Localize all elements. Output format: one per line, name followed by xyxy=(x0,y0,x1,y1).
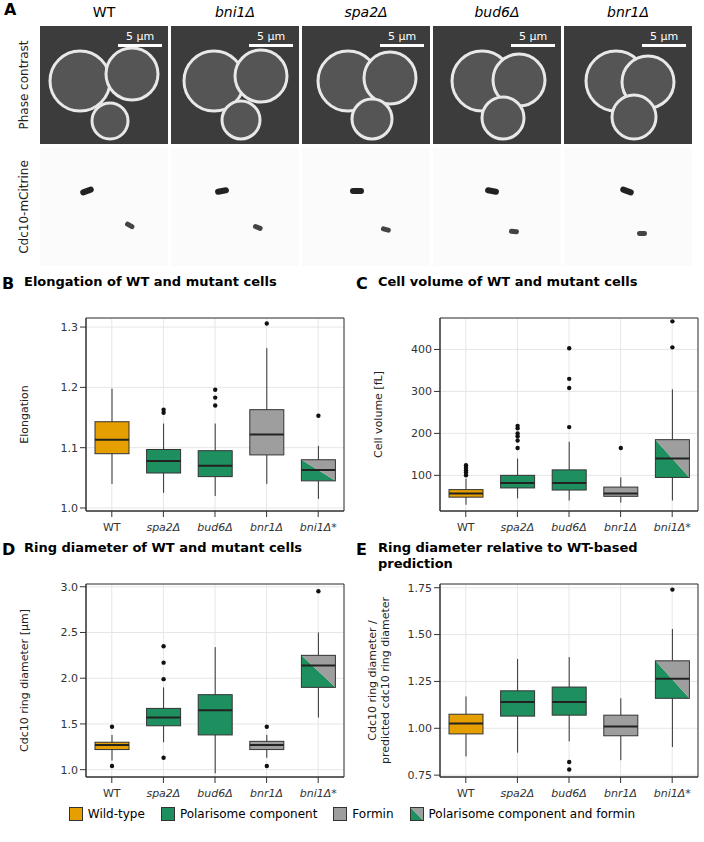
svg-text:bni1Δ*: bni1Δ* xyxy=(300,787,338,800)
html-text:bnr1Δ: bnr1Δ xyxy=(607,4,649,20)
svg-text:1.00: 1.00 xyxy=(408,722,433,735)
svg-text:Cell volume [fL]: Cell volume [fL] xyxy=(372,371,385,458)
svg-text:1.25: 1.25 xyxy=(408,675,433,688)
svg-text:Cdc10 ring diameter /predicted: Cdc10 ring diameter /predicted cdc10 rin… xyxy=(366,596,392,764)
svg-text:1.0: 1.0 xyxy=(61,502,79,515)
svg-text:2.0: 2.0 xyxy=(61,672,79,685)
html-text:bni1Δ: bni1Δ xyxy=(214,4,256,20)
svg-text:spa2Δ: spa2Δ xyxy=(500,787,534,800)
html-text:5 µm: 5 µm xyxy=(256,30,286,43)
svg-text:bud6Δ: bud6Δ xyxy=(197,521,232,534)
svg-text:bni1Δ*: bni1Δ* xyxy=(654,521,692,534)
svg-text:bnr1Δ: bnr1Δ xyxy=(250,787,283,800)
html-text:Formin: Formin xyxy=(352,807,394,821)
html-text:Elongation of WT and mutant ce: Elongation of WT and mutant cells xyxy=(24,274,277,289)
html-text:Ring diameter relative to WT-b: Ring diameter relative to WT-based predi… xyxy=(378,540,638,571)
svg-text:WT: WT xyxy=(457,787,475,800)
html-text:WT: WT xyxy=(92,4,116,20)
svg-text:400: 400 xyxy=(411,343,432,356)
html-text:5 µm: 5 µm xyxy=(387,30,417,43)
html-text:B: B xyxy=(2,274,15,293)
svg-text:bni1Δ*: bni1Δ* xyxy=(300,521,338,534)
svg-text:WT: WT xyxy=(457,521,475,534)
svg-text:1.2: 1.2 xyxy=(61,381,79,394)
svg-text:WT: WT xyxy=(103,521,121,534)
html-text:Polarisome component: Polarisome component xyxy=(179,807,318,821)
html-text:C: C xyxy=(356,274,368,293)
svg-text:WT: WT xyxy=(103,787,121,800)
svg-text:spa2Δ: spa2Δ xyxy=(500,521,534,534)
svg-text:bud6Δ: bud6Δ xyxy=(197,787,232,800)
svg-text:bud6Δ: bud6Δ xyxy=(551,787,586,800)
svg-text:1.50: 1.50 xyxy=(408,628,433,641)
html-text:Polarisome component and formi: Polarisome component and formin xyxy=(428,807,636,821)
html-text:spa2Δ: spa2Δ xyxy=(344,4,388,20)
svg-text:2.5: 2.5 xyxy=(61,626,79,639)
svg-text:1.5: 1.5 xyxy=(61,718,79,731)
svg-text:spa2Δ: spa2Δ xyxy=(146,787,180,800)
svg-text:bni1Δ*: bni1Δ* xyxy=(654,787,692,800)
svg-text:1.75: 1.75 xyxy=(408,582,433,595)
svg-text:100: 100 xyxy=(411,469,432,482)
svg-text:200: 200 xyxy=(411,427,432,440)
html-text:Wild-type: Wild-type xyxy=(87,807,145,821)
html-text:5 µm: 5 µm xyxy=(518,30,548,43)
svg-text:Elongation: Elongation xyxy=(18,385,31,444)
svg-text:1.0: 1.0 xyxy=(61,764,79,777)
html-text:A: A xyxy=(4,0,17,19)
svg-text:spa2Δ: spa2Δ xyxy=(146,521,180,534)
svg-text:300: 300 xyxy=(411,385,432,398)
html-text:5 µm: 5 µm xyxy=(649,30,679,43)
svg-text:Phase contrast: Phase contrast xyxy=(17,40,31,129)
svg-text:Cdc10-mCitrine: Cdc10-mCitrine xyxy=(17,160,31,254)
html-text:bud6Δ: bud6Δ xyxy=(474,4,520,20)
svg-text:bud6Δ: bud6Δ xyxy=(551,521,586,534)
html-text:Ring diameter of WT and mutant: Ring diameter of WT and mutant cells xyxy=(24,540,303,555)
svg-text:bnr1Δ: bnr1Δ xyxy=(250,521,283,534)
svg-text:bnr1Δ: bnr1Δ xyxy=(604,787,637,800)
svg-text:Cdc10 ring diameter [µm]: Cdc10 ring diameter [µm] xyxy=(18,609,31,752)
svg-text:bnr1Δ: bnr1Δ xyxy=(604,521,637,534)
html-text:E: E xyxy=(356,540,367,559)
html-text:5 µm: 5 µm xyxy=(125,30,155,43)
html-text:D: D xyxy=(2,540,16,559)
svg-text:1.3: 1.3 xyxy=(61,321,79,334)
svg-text:3.0: 3.0 xyxy=(61,581,79,594)
svg-text:0.75: 0.75 xyxy=(408,769,433,782)
svg-text:1.1: 1.1 xyxy=(61,442,79,455)
html-text:Cell volume of WT and mutant c: Cell volume of WT and mutant cells xyxy=(378,274,638,289)
